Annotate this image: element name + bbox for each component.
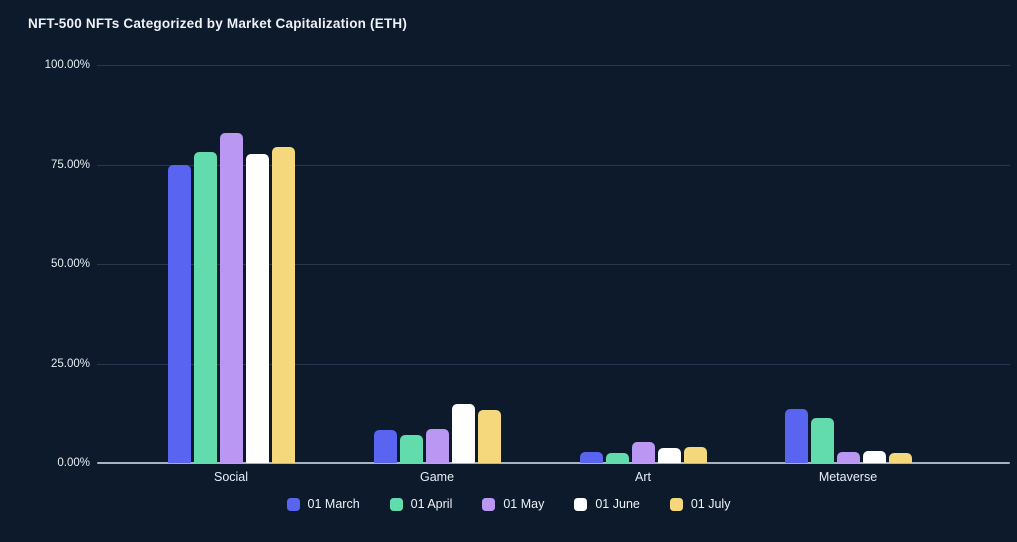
gridline	[97, 264, 1010, 265]
legend-item-01-april[interactable]: 01 April	[389, 497, 453, 511]
bar-art-01-may[interactable]	[631, 441, 655, 463]
x-category-label-social: Social	[213, 470, 249, 484]
gridline	[97, 164, 1010, 166]
y-tick-label: 50.00%	[50, 258, 90, 270]
legend-label: 01 April	[410, 497, 453, 511]
y-tick-label: 0.00%	[57, 457, 90, 469]
bar-art-01-june[interactable]	[657, 447, 681, 463]
legend-swatch	[574, 497, 588, 511]
bar-art-01-march[interactable]	[579, 451, 603, 463]
x-category-label-metaverse: Metaverse	[818, 470, 878, 484]
bar-social-01-march[interactable]	[167, 164, 191, 463]
bar-metaverse-01-july[interactable]	[888, 453, 912, 463]
bar-metaverse-01-april[interactable]	[810, 417, 834, 463]
bar-metaverse-01-march[interactable]	[784, 408, 808, 463]
legend-item-01-may[interactable]: 01 May	[482, 497, 544, 511]
bar-game-01-june[interactable]	[451, 404, 475, 463]
legend-label: 01 June	[595, 497, 640, 511]
bar-metaverse-01-may[interactable]	[836, 452, 860, 463]
x-axis-line	[97, 462, 1010, 464]
legend-swatch	[482, 497, 496, 511]
bar-game-01-march[interactable]	[373, 429, 397, 463]
bar-game-01-april[interactable]	[399, 435, 423, 463]
bar-metaverse-01-june[interactable]	[862, 451, 886, 463]
gridline	[97, 363, 1010, 365]
bar-game-01-may[interactable]	[425, 428, 449, 463]
legend-swatch	[286, 497, 300, 511]
legend: 01 March 01 April 01 May 01 June 01 July	[0, 497, 1017, 511]
y-tick-label: 75.00%	[50, 158, 90, 171]
legend-item-01-july[interactable]: 01 July	[669, 497, 731, 511]
legend-swatch	[389, 497, 403, 511]
legend-swatch	[669, 497, 683, 511]
bar-art-01-april[interactable]	[605, 452, 629, 463]
x-category-label-art: Art	[635, 470, 651, 484]
bar-art-01-july[interactable]	[683, 447, 707, 463]
legend-label: 01 July	[690, 497, 731, 511]
legend-label: 01 May	[503, 497, 545, 511]
y-tick-label: 25.00%	[50, 357, 90, 370]
bar-social-01-june[interactable]	[245, 153, 269, 463]
bar-game-01-july[interactable]	[477, 410, 501, 463]
legend-item-01-june[interactable]: 01 June	[574, 497, 640, 511]
bar-social-01-may[interactable]	[219, 133, 243, 463]
y-tick-label: 100.00%	[44, 59, 90, 71]
bar-social-01-july[interactable]	[271, 146, 295, 463]
legend-item-01-march[interactable]: 01 March	[286, 497, 360, 511]
gridline	[97, 65, 1010, 66]
bar-social-01-april[interactable]	[193, 151, 217, 463]
legend-label: 01 March	[307, 497, 360, 511]
chart-title: NFT-500 NFTs Categorized by Market Capit…	[28, 16, 408, 31]
x-category-label-game: Game	[419, 470, 455, 484]
